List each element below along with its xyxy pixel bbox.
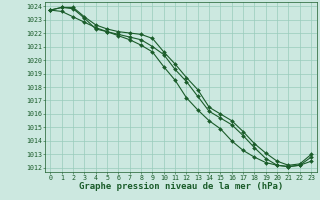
X-axis label: Graphe pression niveau de la mer (hPa): Graphe pression niveau de la mer (hPa) (79, 182, 283, 191)
